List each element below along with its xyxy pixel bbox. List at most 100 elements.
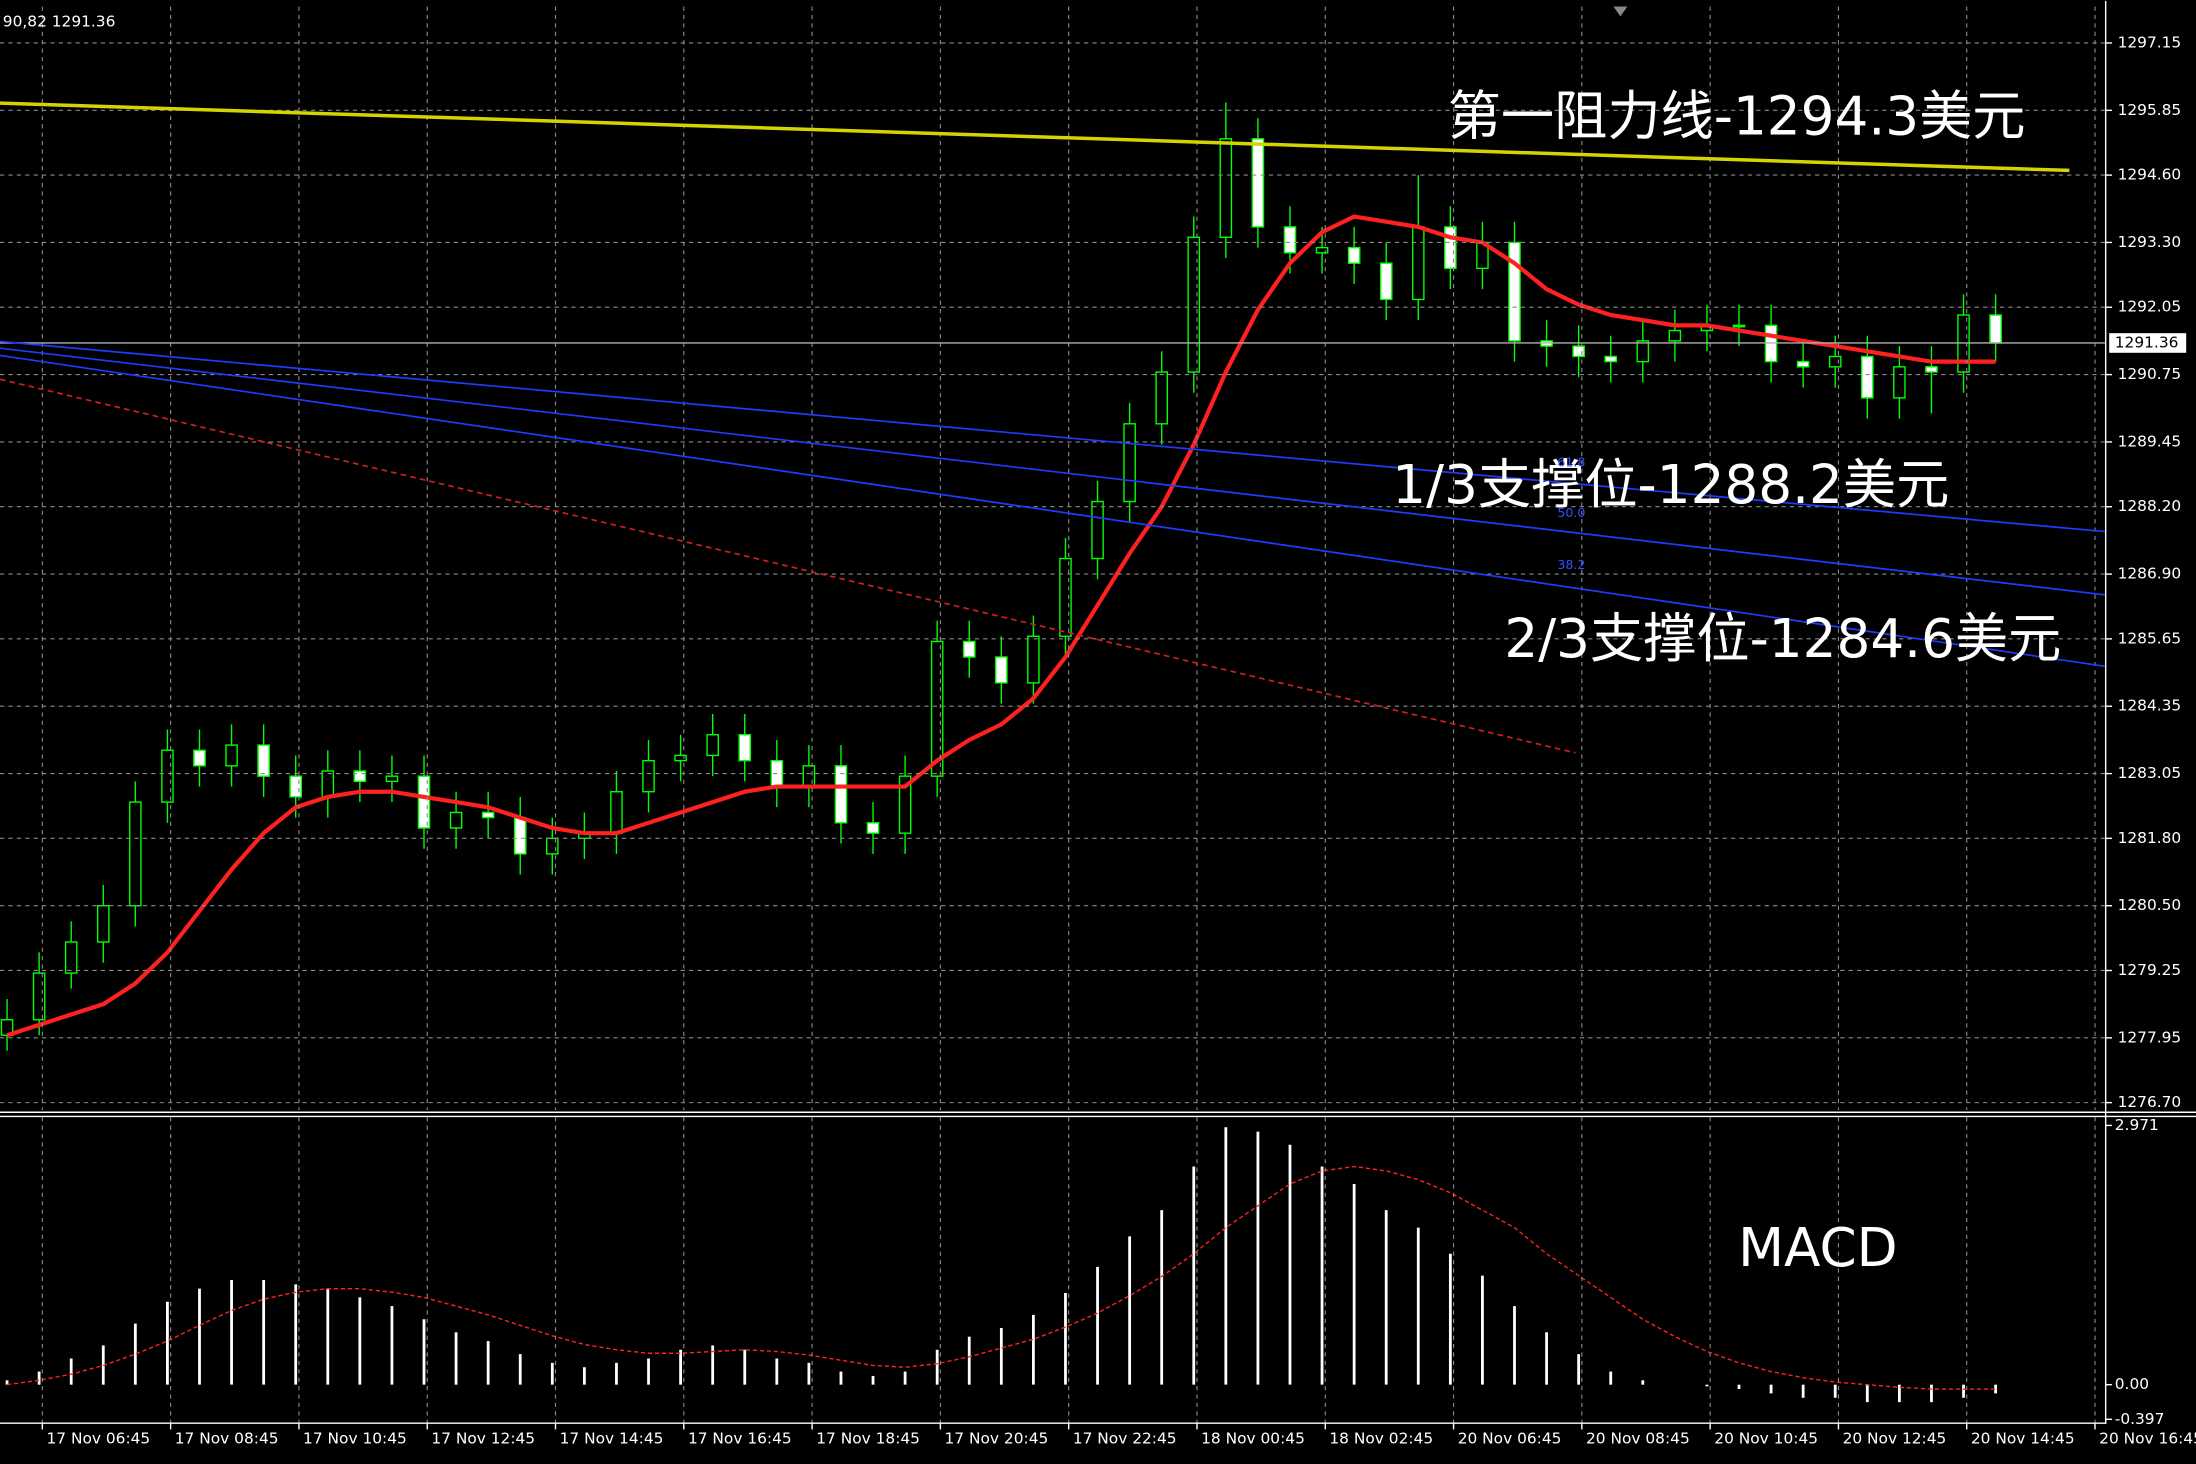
y-tick-label: 2.971 [2115, 1116, 2159, 1134]
signal-line [6, 1165, 1996, 1390]
x-tick-label: 20 Nov 16:45 [2099, 1430, 2196, 1448]
candle-body [161, 749, 174, 803]
candle-body [1379, 262, 1393, 301]
candle-body [1861, 355, 1874, 399]
candle-body [64, 941, 78, 974]
fib-label: 38.2 [1557, 557, 1585, 572]
candle-body [32, 972, 46, 1021]
y-tick-label: 1281.80 [2118, 829, 2182, 847]
y-tick-label: 1289.45 [2118, 432, 2182, 450]
candle-body [898, 775, 912, 834]
y-tick-label: 1288.20 [2118, 497, 2182, 515]
candle-body [962, 640, 976, 658]
x-tick-label: 17 Nov 06:45 [46, 1430, 150, 1448]
candle-body [1668, 329, 1682, 342]
indicator-title: MACD [1738, 1217, 1897, 1279]
annotation: 2/3支撑位-1284.6美元 [1504, 608, 2061, 670]
x-tick-label: 17 Nov 12:45 [431, 1430, 535, 1448]
candle-body [513, 816, 527, 855]
candle-body [706, 734, 719, 757]
candle-body [1925, 366, 1938, 373]
candle-body [1315, 246, 1329, 254]
candle-body [417, 775, 431, 829]
candle-body [1283, 226, 1297, 254]
y-tick-label: 1290.75 [2118, 365, 2182, 383]
candle-body [1091, 500, 1104, 560]
trendline [0, 340, 2106, 533]
x-tick-label: 20 Nov 12:45 [1843, 1430, 1947, 1448]
trendline [0, 347, 2106, 596]
candle-body [1219, 138, 1233, 238]
candle-body [1059, 557, 1072, 637]
fib-label: 50.0 [1557, 505, 1585, 520]
x-tick-label: 20 Nov 06:45 [1458, 1430, 1562, 1448]
candle-body [1604, 355, 1618, 363]
trendline [0, 101, 2070, 173]
annotation: 第一阻力线-1294.3美元 [1448, 86, 2026, 148]
y-tick-label: -0.397 [2115, 1410, 2165, 1428]
x-tick-label: 17 Nov 22:45 [1073, 1430, 1177, 1448]
candle-body [257, 744, 270, 777]
header-prices: 90,82 1291.36 [3, 12, 116, 30]
candle-body [1732, 324, 1746, 328]
annotation: 1/3支撑位-1288.2美元 [1392, 454, 1949, 516]
y-tick-label: 1295.85 [2118, 101, 2182, 119]
trendline [0, 354, 2106, 668]
fib-label: 61.8 [1557, 455, 1585, 470]
price-box [2109, 333, 2187, 353]
trendline [0, 378, 1576, 754]
x-tick-label: 17 Nov 08:45 [175, 1430, 279, 1448]
y-tick-label: 0.00 [2115, 1375, 2149, 1393]
price-label: 1291.36 [2115, 333, 2179, 351]
candle-body [642, 759, 655, 793]
candle-body [1444, 226, 1457, 270]
y-tick-label: 1285.65 [2118, 629, 2182, 647]
candle-body [834, 765, 848, 824]
candle-body [1989, 314, 2002, 344]
y-tick-label: 1283.05 [2118, 764, 2182, 782]
y-tick-label: 1279.25 [2118, 961, 2182, 979]
candle-body [1027, 635, 1040, 684]
candle-body [449, 811, 463, 829]
x-tick-label: 17 Nov 20:45 [945, 1430, 1049, 1448]
candle-body [930, 640, 944, 777]
candle-body [289, 775, 303, 798]
x-tick-label: 20 Nov 10:45 [1714, 1430, 1818, 1448]
grid-layer [0, 6, 2105, 1423]
candle-body [866, 822, 880, 834]
candle-body [1572, 345, 1585, 358]
candle-body [1411, 226, 1425, 301]
candle-body [129, 801, 142, 907]
candle-body [321, 770, 335, 798]
x-tick-label: 17 Nov 18:45 [816, 1430, 920, 1448]
candle-body [1893, 366, 1906, 399]
candle-body [1123, 423, 1136, 503]
y-tick-label: 1292.05 [2118, 298, 2182, 316]
candle-body [1187, 236, 1201, 373]
y-tick-label: 1277.95 [2118, 1028, 2182, 1046]
y-tick-label: 1286.90 [2118, 565, 2182, 583]
candle-body [385, 775, 399, 783]
candle-body [995, 656, 1008, 684]
y-tick-label: 1284.35 [2118, 697, 2182, 715]
x-tick-label: 18 Nov 00:45 [1201, 1430, 1305, 1448]
x-tick-label: 18 Nov 02:45 [1329, 1430, 1433, 1448]
x-tick-label: 17 Nov 10:45 [303, 1430, 407, 1448]
candle-body [353, 770, 367, 783]
y-tick-label: 1293.30 [2118, 233, 2182, 251]
moving-average [6, 214, 1996, 1038]
candle-body [1155, 371, 1168, 425]
y-tick-label: 1280.50 [2118, 896, 2182, 914]
shift-marker [1613, 6, 1628, 17]
candle-body [1828, 355, 1842, 368]
x-tick-label: 17 Nov 14:45 [560, 1430, 664, 1448]
labels-layer: 17 Nov 06:45 17 Nov 08:45 17 Nov 10:45 17 N… [41, 33, 2196, 1448]
candle-body [1636, 340, 1650, 363]
candle-body [1347, 246, 1361, 264]
candle-body [1508, 241, 1521, 342]
candle-body [193, 749, 206, 767]
lines-layer [0, 101, 2106, 754]
